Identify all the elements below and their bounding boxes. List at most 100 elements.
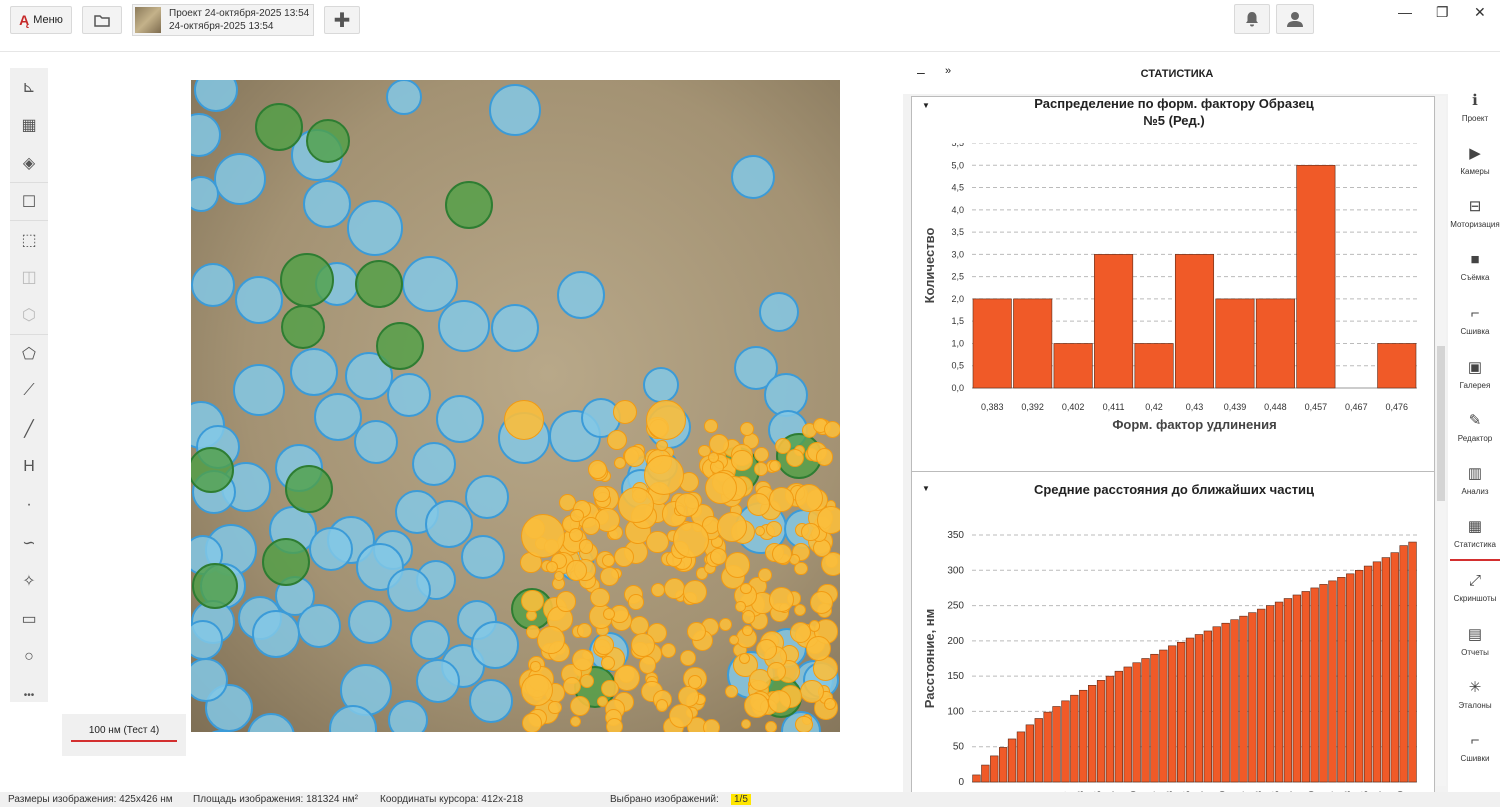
particle-orange[interactable] [707, 451, 719, 463]
particle-orange[interactable] [755, 526, 766, 537]
particle-green[interactable] [376, 322, 424, 370]
particle-orange[interactable] [753, 461, 768, 476]
particle-orange[interactable] [522, 713, 543, 732]
particle-blue[interactable] [347, 200, 403, 256]
circle-icon[interactable]: ○ [24, 648, 34, 665]
particle-orange[interactable] [613, 546, 635, 568]
particle-orange[interactable] [704, 419, 719, 433]
particle-blue[interactable] [191, 263, 235, 307]
particle-orange[interactable] [638, 656, 657, 674]
particle-blue[interactable] [356, 543, 404, 591]
particle-orange[interactable] [590, 587, 610, 608]
particle-orange[interactable] [530, 661, 541, 672]
particle-orange[interactable] [809, 590, 834, 615]
particle-blue[interactable] [191, 658, 228, 702]
particle-green[interactable] [285, 465, 333, 513]
particle-blue[interactable] [557, 271, 605, 319]
particle-orange[interactable] [742, 625, 754, 636]
particle-orange[interactable] [812, 539, 831, 558]
particle-orange[interactable] [724, 684, 739, 699]
nav-analysis[interactable]: ▥ Анализ [1450, 454, 1500, 507]
particle-blue[interactable] [491, 304, 539, 352]
particle-blue[interactable] [314, 393, 362, 441]
particle-orange[interactable] [823, 421, 840, 439]
particle-orange[interactable] [703, 718, 721, 732]
particle-orange[interactable] [660, 642, 677, 659]
particle-orange[interactable] [815, 448, 834, 466]
particle-green[interactable] [192, 563, 238, 609]
particle-green[interactable] [262, 538, 310, 586]
particle-orange[interactable] [786, 448, 804, 467]
particle-orange[interactable] [603, 607, 616, 621]
particle-orange[interactable] [521, 589, 544, 613]
particle-blue[interactable] [247, 713, 295, 732]
collapse-chart-icon[interactable]: ▼ [922, 101, 930, 110]
particle-orange[interactable] [740, 582, 752, 595]
particle-orange[interactable] [592, 485, 610, 503]
minimize-icon[interactable]: — [1398, 4, 1412, 20]
particle-orange[interactable] [728, 634, 740, 645]
particle-orange[interactable] [646, 400, 686, 440]
particle-orange[interactable] [709, 547, 728, 566]
particle-orange[interactable] [757, 568, 772, 583]
nav-table[interactable]: ▦ Статистика [1450, 507, 1500, 561]
microscope-image[interactable] [191, 80, 840, 732]
particle-blue[interactable] [764, 373, 808, 417]
particle-orange[interactable] [755, 639, 777, 661]
particle-orange[interactable] [743, 692, 770, 719]
nav-motor[interactable]: ⊟ Моторизация [1450, 187, 1500, 240]
particle-orange[interactable] [739, 652, 751, 665]
particle-blue[interactable] [290, 348, 338, 396]
particle-orange[interactable] [765, 721, 778, 732]
particle-blue[interactable] [410, 620, 450, 660]
particle-blue[interactable] [233, 364, 285, 416]
particle-orange[interactable] [687, 621, 707, 641]
particle-blue[interactable] [191, 176, 219, 212]
particle-orange[interactable] [594, 635, 615, 656]
particle-orange[interactable] [570, 508, 584, 522]
h-measure-icon[interactable]: H [23, 458, 35, 475]
particle-orange[interactable] [579, 673, 595, 689]
expand-icon[interactable]: » [945, 65, 952, 77]
rectangle-icon[interactable]: ▭ [21, 611, 37, 628]
particle-orange[interactable] [772, 543, 793, 564]
particle-orange[interactable] [572, 648, 595, 671]
particle-orange[interactable] [577, 623, 592, 638]
add-project-button[interactable]: ✚ [324, 6, 360, 34]
particle-orange[interactable] [687, 675, 702, 690]
particle-orange[interactable] [555, 591, 577, 612]
particle-orange[interactable] [725, 552, 751, 578]
particle-orange[interactable] [645, 530, 669, 554]
more-icon[interactable]: ••• [23, 689, 35, 701]
particle-orange[interactable] [795, 715, 813, 732]
particle-orange[interactable] [554, 570, 565, 582]
particle-orange[interactable] [673, 522, 709, 558]
particle-blue[interactable] [416, 659, 460, 703]
particle-orange[interactable] [614, 456, 627, 469]
dashed-select-icon[interactable]: ⬚ [10, 220, 48, 258]
particle-blue[interactable] [235, 276, 283, 324]
particle-orange[interactable] [521, 514, 565, 558]
particle-orange[interactable] [754, 446, 770, 462]
particle-orange[interactable] [682, 580, 707, 605]
particle-orange[interactable] [730, 449, 753, 472]
particle-orange[interactable] [705, 472, 737, 504]
particle-orange[interactable] [741, 610, 756, 624]
particle-orange[interactable] [581, 517, 600, 536]
particle-blue[interactable] [759, 292, 799, 332]
particle-orange[interactable] [748, 668, 771, 691]
particle-orange[interactable] [630, 632, 656, 658]
collapse-icon[interactable]: – [917, 64, 925, 80]
particle-orange[interactable] [537, 626, 565, 654]
nav-report[interactable]: ▤ Отчеты [1450, 614, 1500, 667]
magic-wand-icon[interactable]: ✧ [22, 573, 36, 590]
particle-blue[interactable] [469, 679, 513, 723]
particle-orange[interactable] [655, 699, 669, 713]
particle-blue[interactable] [348, 600, 392, 644]
particle-blue[interactable] [388, 700, 428, 732]
nav-screenshot[interactable]: ⤢ Скриншоты [1450, 561, 1500, 614]
particle-orange[interactable] [607, 430, 627, 450]
particle-orange[interactable] [656, 439, 668, 452]
line-icon[interactable]: ╱ [24, 421, 34, 438]
particle-orange[interactable] [669, 703, 694, 728]
